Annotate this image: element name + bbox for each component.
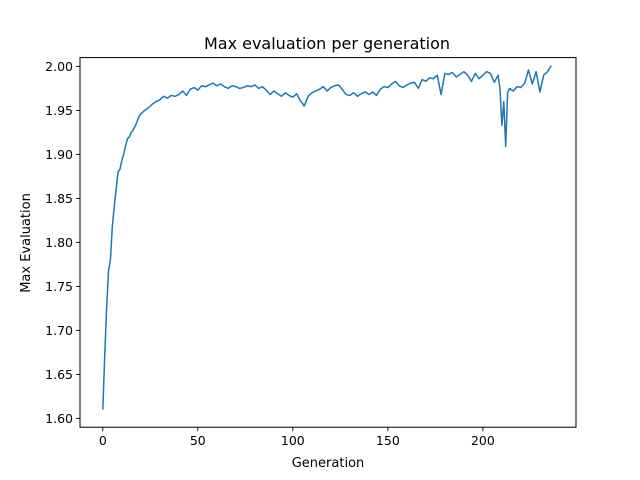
y-axis-label: Max Evaluation <box>19 193 34 293</box>
x-tick-label: 150 <box>376 433 400 448</box>
x-tick-label: 100 <box>281 433 305 448</box>
y-tick-label: 1.80 <box>45 235 73 250</box>
x-axis-label: Generation <box>292 456 365 471</box>
x-tick-label: 50 <box>190 433 206 448</box>
y-tick-label: 1.60 <box>45 411 73 426</box>
y-axis: 1.60 1.65 1.70 1.75 1.80 1.85 1.90 1.95 2.00 <box>45 59 80 426</box>
y-tick-label: 1.70 <box>45 323 73 338</box>
y-tick-label: 1.95 <box>45 103 73 118</box>
series-line-0 <box>102 65 552 410</box>
chart-title: Max evaluation per generation <box>204 34 450 53</box>
y-tick-label: 1.75 <box>45 279 73 294</box>
x-tick-label: 0 <box>99 433 107 448</box>
x-axis: 0 50 100 150 200 <box>99 427 495 448</box>
y-tick-label: 1.90 <box>45 147 73 162</box>
y-tick-label: 1.65 <box>45 367 73 382</box>
y-tick-label: 2.00 <box>45 59 73 74</box>
y-tick-label: 1.85 <box>45 191 73 206</box>
x-tick-label: 200 <box>471 433 495 448</box>
series-layer <box>102 65 552 410</box>
